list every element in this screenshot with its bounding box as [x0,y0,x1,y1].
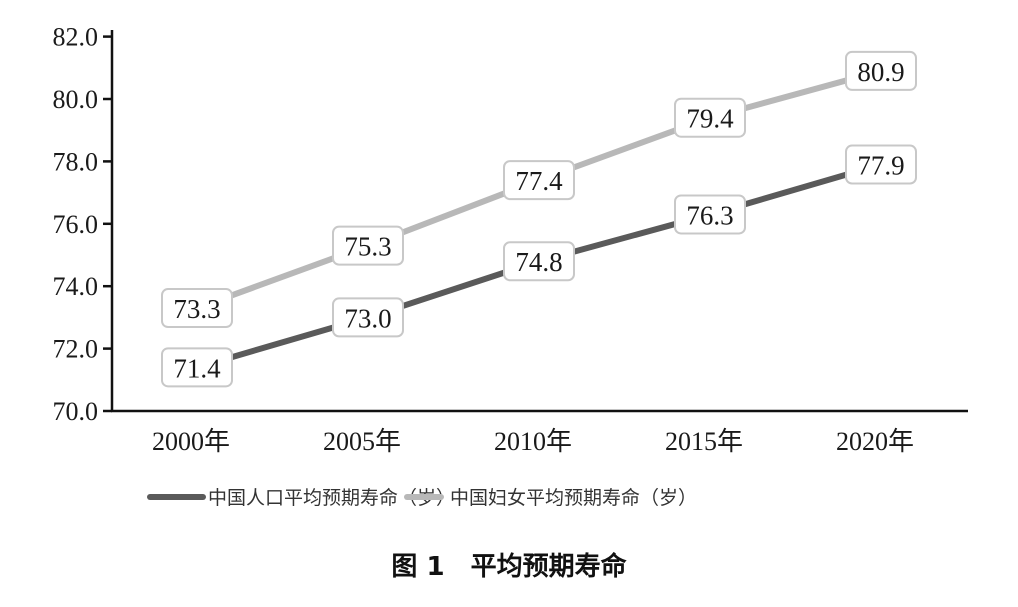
legend-label-women: 中国妇女平均预期寿命（岁） [450,487,697,509]
data-label-box [845,144,917,185]
data-label-text: 75.3 [344,232,391,262]
data-label-box [674,97,746,138]
legend: 中国人口平均预期寿命（岁） 中国妇女平均预期寿命（岁） [147,487,697,509]
data-label-box [503,241,575,282]
data-label-box [332,225,404,266]
legend-label-population: 中国人口平均预期寿命（岁） [208,487,455,509]
x-tick-label: 2015年 [665,427,743,456]
data-label: 73.0 [332,297,404,338]
data-label: 79.4 [674,97,746,138]
data-label-box [503,160,575,201]
y-tick-label: 78.0 [53,147,99,176]
y-tick-label: 80.0 [53,85,99,114]
data-label-box [845,50,917,91]
figure-caption: 图 1 平均预期寿命 [391,551,627,582]
data-label-text: 76.3 [686,200,733,230]
y-tick-label: 82.0 [53,23,99,52]
data-label-box [161,347,233,388]
data-label-text: 71.4 [173,353,221,383]
data-label-text: 79.4 [686,104,734,134]
y-tick-label: 72.0 [53,335,99,364]
data-label-text: 77.9 [857,151,904,181]
data-label: 75.3 [332,225,404,266]
data-label: 77.4 [503,160,575,201]
x-tick-label: 2010年 [494,427,572,456]
data-label-text: 77.4 [515,166,563,196]
x-tick-label: 2005年 [323,427,401,456]
y-tick-label: 76.0 [53,210,99,239]
x-tick-label: 2000年 [152,427,230,456]
data-label: 80.9 [845,50,917,91]
x-tick-label: 2020年 [836,427,914,456]
data-label-box [674,194,746,235]
data-label: 74.8 [503,241,575,282]
data-label: 77.9 [845,144,917,185]
data-label: 71.4 [161,347,233,388]
data-label-text: 74.8 [515,247,562,277]
y-tick-label: 74.0 [53,272,99,301]
data-label-box [332,297,404,338]
y-tick-label: 70.0 [53,397,99,426]
data-label: 73.3 [161,288,233,329]
data-label-text: 73.3 [173,294,220,324]
data-label: 76.3 [674,194,746,235]
data-label-text: 73.0 [344,303,391,333]
data-label-box [161,288,233,329]
data-label-text: 80.9 [857,57,904,87]
